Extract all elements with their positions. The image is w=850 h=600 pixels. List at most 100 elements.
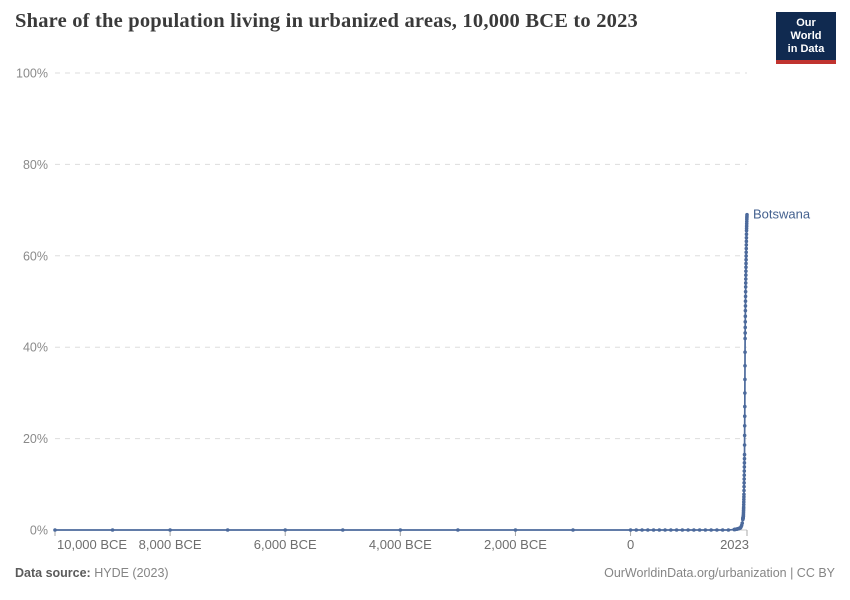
data-source-value: HYDE (2023) bbox=[94, 566, 169, 580]
x-tick-label: 4,000 BCE bbox=[369, 537, 432, 552]
data-point[interactable] bbox=[742, 433, 747, 438]
data-point[interactable] bbox=[456, 528, 460, 532]
chart-title: Share of the population living in urbani… bbox=[15, 10, 638, 32]
data-point[interactable] bbox=[743, 308, 748, 313]
y-tick-label: 40% bbox=[23, 341, 48, 355]
y-tick-label: 80% bbox=[23, 158, 48, 172]
data-point[interactable] bbox=[53, 528, 57, 532]
data-point[interactable] bbox=[225, 528, 230, 532]
series-line[interactable] bbox=[55, 214, 748, 531]
data-point[interactable] bbox=[742, 456, 747, 461]
y-tick-label: 20% bbox=[23, 432, 48, 446]
data-point[interactable] bbox=[744, 265, 748, 270]
data-point[interactable] bbox=[742, 497, 746, 502]
data-point[interactable] bbox=[743, 304, 748, 308]
data-point[interactable] bbox=[744, 269, 748, 273]
data-point[interactable] bbox=[743, 404, 747, 409]
data-point[interactable] bbox=[742, 414, 747, 419]
credit-link[interactable]: OurWorldinData.org/urbanization | CC BY bbox=[604, 566, 835, 580]
y-tick-label: 0% bbox=[30, 524, 48, 538]
data-point[interactable] bbox=[743, 363, 747, 368]
entity-label[interactable]: Botswana bbox=[753, 207, 811, 222]
data-point[interactable] bbox=[692, 528, 696, 532]
data-point[interactable] bbox=[742, 495, 746, 499]
data-point[interactable] bbox=[743, 294, 748, 299]
data-point[interactable] bbox=[110, 528, 115, 532]
data-point[interactable] bbox=[697, 528, 702, 532]
x-tick-label: 10,000 BCE bbox=[57, 537, 127, 552]
data-point[interactable] bbox=[669, 528, 673, 532]
data-point[interactable] bbox=[744, 243, 749, 247]
data-point[interactable] bbox=[283, 528, 288, 532]
data-point[interactable] bbox=[741, 505, 746, 509]
data-point[interactable] bbox=[742, 465, 747, 469]
data-point[interactable] bbox=[742, 452, 747, 457]
data-point[interactable] bbox=[571, 528, 575, 532]
data-point[interactable] bbox=[709, 528, 713, 532]
data-point[interactable] bbox=[680, 528, 685, 532]
data-point[interactable] bbox=[743, 277, 748, 281]
data-point[interactable] bbox=[743, 391, 747, 395]
data-point[interactable] bbox=[744, 261, 748, 266]
data-point[interactable] bbox=[744, 235, 749, 240]
data-source: Data source: HYDE (2023) bbox=[15, 566, 169, 580]
data-point[interactable] bbox=[513, 528, 518, 532]
data-point[interactable] bbox=[744, 257, 748, 262]
data-point[interactable] bbox=[742, 492, 746, 497]
data-point[interactable] bbox=[743, 285, 748, 289]
data-point[interactable] bbox=[743, 350, 747, 354]
data-point[interactable] bbox=[651, 528, 656, 532]
data-point[interactable] bbox=[740, 521, 745, 525]
data-point[interactable] bbox=[743, 325, 748, 330]
data-point[interactable] bbox=[674, 528, 679, 532]
data-point[interactable] bbox=[744, 232, 749, 237]
data-point[interactable] bbox=[743, 314, 748, 319]
data-point[interactable] bbox=[744, 239, 749, 244]
data-point[interactable] bbox=[640, 528, 644, 532]
owid-logo[interactable]: Our World in Data bbox=[776, 12, 836, 64]
data-point[interactable] bbox=[743, 289, 748, 294]
data-point[interactable] bbox=[742, 424, 747, 428]
data-point[interactable] bbox=[741, 500, 746, 504]
data-point[interactable] bbox=[742, 488, 746, 493]
data-point[interactable] bbox=[168, 528, 172, 532]
data-point[interactable] bbox=[398, 528, 403, 532]
data-point[interactable] bbox=[340, 528, 345, 532]
x-tick-label: 0 bbox=[627, 537, 634, 552]
data-point[interactable] bbox=[726, 528, 731, 532]
data-point[interactable] bbox=[743, 377, 747, 382]
data-point[interactable] bbox=[646, 528, 650, 532]
data-point[interactable] bbox=[744, 246, 749, 251]
data-point[interactable] bbox=[657, 528, 662, 532]
data-point[interactable] bbox=[744, 254, 748, 258]
data-point[interactable] bbox=[744, 250, 748, 255]
data-point[interactable] bbox=[742, 469, 747, 473]
data-point[interactable] bbox=[703, 528, 708, 532]
data-point[interactable] bbox=[663, 528, 667, 532]
data-point[interactable] bbox=[742, 477, 746, 481]
data-point[interactable] bbox=[628, 528, 633, 532]
owid-logo-line1: Our World bbox=[790, 17, 822, 42]
data-point[interactable] bbox=[743, 331, 747, 335]
data-point[interactable] bbox=[743, 299, 748, 303]
data-point[interactable] bbox=[743, 336, 747, 341]
data-point[interactable] bbox=[634, 528, 639, 532]
chart-footer: Data source: HYDE (2023) OurWorldinData.… bbox=[15, 566, 835, 580]
data-point[interactable] bbox=[742, 484, 746, 489]
x-tick-label: 8,000 BCE bbox=[139, 537, 202, 552]
data-point[interactable] bbox=[743, 319, 748, 324]
data-point[interactable] bbox=[720, 528, 725, 532]
data-point[interactable] bbox=[743, 281, 748, 285]
data-point[interactable] bbox=[742, 481, 746, 485]
data-point[interactable] bbox=[745, 212, 749, 217]
data-point[interactable] bbox=[742, 473, 747, 477]
y-tick-label: 100% bbox=[16, 67, 48, 81]
data-point[interactable] bbox=[744, 273, 748, 277]
data-point[interactable] bbox=[741, 502, 746, 507]
data-point[interactable] bbox=[742, 443, 747, 447]
data-point[interactable] bbox=[742, 461, 747, 465]
y-tick-label: 60% bbox=[23, 249, 48, 263]
data-point[interactable] bbox=[686, 528, 690, 532]
data-point[interactable] bbox=[715, 528, 719, 532]
